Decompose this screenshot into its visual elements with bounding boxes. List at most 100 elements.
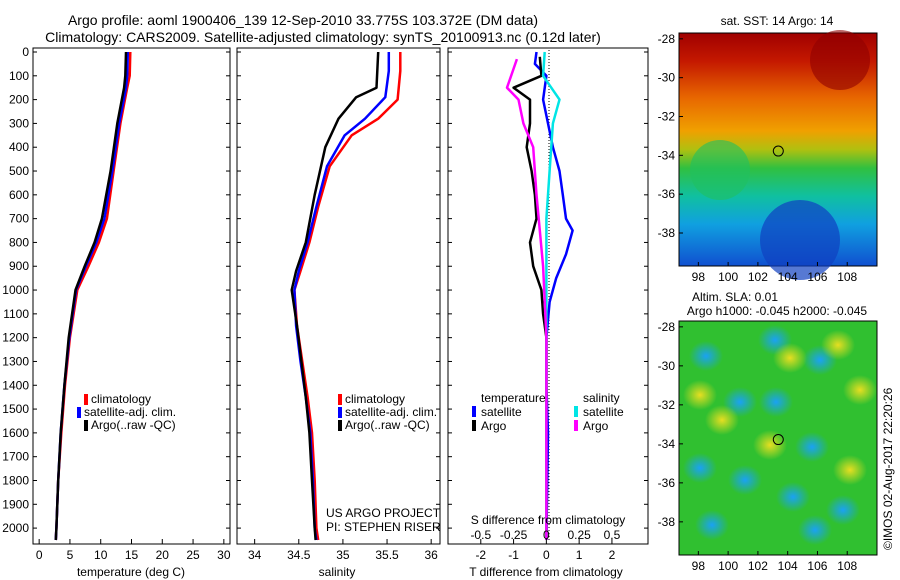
x-tick-label: 30: [217, 548, 231, 562]
legend-label-climatology: climatology: [91, 392, 151, 406]
depth-tick-label: 1600: [2, 426, 29, 440]
salinity-plot-frame: [236, 47, 441, 545]
x-tick-label: 34: [248, 548, 262, 562]
eddy-blob: [795, 432, 829, 462]
x-tick-label: 25: [186, 548, 200, 562]
sla-map-subtitle: Argo h1000: -0.045 h2000: -0.045: [687, 304, 867, 318]
map-y-tick-label: -32: [658, 109, 676, 123]
argo-location-marker: [772, 145, 784, 157]
difference-panel: -2 -1 0 1 2 S difference from climatology -0…: [447, 47, 649, 579]
temperature-plot-frame: [32, 47, 231, 545]
depth-tick-label: 200: [9, 93, 29, 107]
x-tick-label: 2: [609, 548, 616, 562]
eddy-blob: [759, 387, 793, 417]
depth-tick-label: 1800: [2, 473, 29, 487]
legend-swatch-sal-argo: [574, 420, 578, 431]
sst-blob: [690, 140, 750, 200]
map-y-tick-label: -28: [658, 320, 676, 334]
s-tick-label: 0.5: [604, 528, 621, 542]
x-tick-label: 10: [94, 548, 108, 562]
legend-title-salinity: salinity: [583, 391, 620, 405]
difference-x-axis: -2 -1 0 1 2: [448, 51, 648, 562]
map-y-tick-label: -36: [658, 476, 676, 490]
eddy-blob: [695, 510, 729, 540]
depth-tick-label: 1200: [2, 331, 29, 345]
depth-tick-label: 300: [9, 116, 29, 130]
sla-map-panel: Altim. SLA: 0.01 Argo h1000: -0.045 h200…: [658, 290, 878, 573]
map-y-tick-label: -36: [658, 187, 676, 201]
salinity-panel: 34 34.5 35 35.5 36 salinity climatology sate…: [236, 47, 441, 579]
x-tick-label: 35: [336, 548, 350, 562]
map-x-tick-label: 108: [837, 270, 857, 284]
legend-label-satellite: satellite-adj. clim.: [84, 405, 176, 419]
legend-swatch-climatology: [84, 394, 88, 405]
figure-subtitle: Climatology: CARS2009. Satellite-adjuste…: [45, 29, 601, 45]
series-line-climatology: [293, 52, 402, 541]
eddy-blob: [833, 455, 867, 485]
map-y-tick-label: -34: [658, 437, 676, 451]
s-tick-label: 0.25: [567, 528, 591, 542]
eddy-blob: [689, 341, 723, 371]
legend-label-climatology: climatology: [345, 392, 405, 406]
legend-swatch-temp-argo: [472, 420, 476, 431]
legend-label-argo: Argo(..raw -QC): [91, 418, 176, 432]
salinity-difference-legend: salinity satellite Argo: [574, 391, 624, 433]
legend-label-sal-argo: Argo: [583, 419, 609, 433]
x-tick-label: 20: [156, 548, 170, 562]
legend-label-sal-satellite: satellite: [583, 405, 624, 419]
depth-tick-label: 1500: [2, 402, 29, 416]
legend-swatch-sal-satellite: [574, 406, 578, 417]
depth-tick-label: 1100: [3, 307, 29, 321]
legend-title-temperature: temperature: [481, 391, 546, 405]
eddy-blob: [826, 495, 860, 525]
eddy-blob: [773, 343, 807, 373]
legend-swatch-argo: [84, 420, 88, 431]
depth-tick-label: 500: [9, 164, 29, 178]
map-x-tick-label: 98: [692, 270, 706, 284]
depth-axis: 0 100 200 300 400 500 600 700 800 900 1000 1100 1200…: [2, 45, 29, 535]
series-line-salinity-argo: [505, 58, 548, 540]
temperature-difference-legend: temperature satellite Argo: [472, 391, 546, 433]
depth-tick-label: 700: [9, 212, 29, 226]
s-tick-label: 0: [543, 528, 550, 542]
sla-map-title: Altim. SLA: 0.01: [692, 290, 778, 304]
salinity-x-label: salinity: [319, 565, 356, 579]
depth-tick-label: 1000: [2, 283, 29, 297]
salinity-legend: climatology satellite-adj. clim. Argo(..…: [338, 392, 437, 432]
s-tick-label: -0.5: [470, 528, 491, 542]
legend-swatch-temp-satellite: [472, 406, 476, 417]
depth-tick-label: 1300: [2, 354, 29, 368]
s-difference-axis: -0.5 -0.25 0 0.25 0.5: [470, 528, 620, 542]
x-tick-label: 35.5: [375, 548, 399, 562]
legend-swatch-satellite: [77, 407, 81, 418]
x-tick-label: 5: [67, 548, 74, 562]
map-x-tick-label: 102: [748, 270, 768, 284]
x-tick-label: 34.5: [287, 548, 311, 562]
argo-location-marker: [772, 434, 784, 446]
map-y-tick-label: -32: [658, 398, 676, 412]
map-y-tick-label: -38: [658, 515, 676, 529]
depth-tick-label: 100: [9, 69, 29, 83]
s-tick-label: -0.25: [500, 528, 528, 542]
eddy-blob: [776, 482, 810, 512]
legend-label-satellite: satellite-adj. clim.: [345, 405, 437, 419]
series-line-argo-raw-qc-: [54, 51, 128, 541]
map-x-tick-label: 104: [778, 270, 798, 284]
eddy-blob: [821, 330, 855, 360]
map-x-tick-label: 106: [807, 270, 827, 284]
legend-swatch-satellite: [338, 407, 342, 418]
x-tick-label: 0: [543, 548, 550, 562]
map-y-tick-label: -28: [658, 32, 676, 46]
t-difference-label: T difference from climatology: [469, 565, 623, 579]
depth-tick-label: 1900: [2, 497, 29, 511]
s-difference-label: S difference from climatology: [471, 513, 626, 527]
depth-tick-label: 900: [9, 259, 29, 273]
map-x-tick-label: 108: [837, 559, 857, 573]
sla-map-axes: 98 100 102 104 106 108 -28 -30 -32 -34 -36 -38: [658, 320, 858, 573]
eddy-blob: [753, 430, 787, 460]
eddy-blob: [705, 405, 739, 435]
depth-tick-label: 0: [22, 45, 29, 59]
legend-label-argo: Argo(..raw -QC): [345, 418, 430, 432]
x-tick-label: -2: [475, 548, 486, 562]
